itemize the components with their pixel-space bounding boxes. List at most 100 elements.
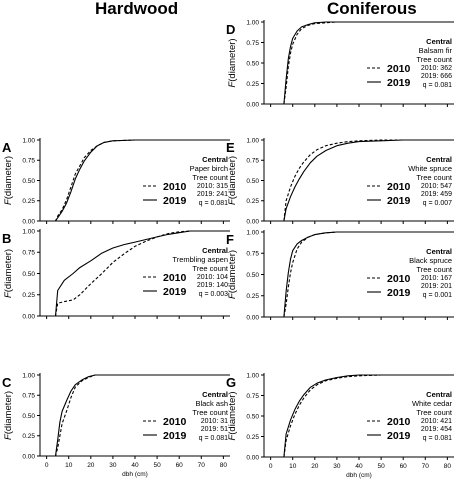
legend-label-2010: 2010 (163, 272, 187, 284)
y-tick-label: 1.00 (246, 137, 259, 144)
legend-label-2019: 2019 (387, 77, 411, 89)
x-tick-label: 10 (65, 462, 73, 469)
panel-b: 0.000.250.500.751.00F(diameter)BCentralT… (2, 228, 230, 320)
series-line-2019 (264, 21, 454, 105)
series-line-2019 (264, 231, 454, 318)
y-tick-label: 0.25 (22, 198, 35, 205)
x-tick-label: 0 (45, 462, 49, 469)
tree-count-2010: 2010: 547 (421, 183, 452, 190)
tree-count-title: Tree count (416, 55, 452, 64)
x-tick-label: 50 (153, 462, 161, 469)
panel-g: 0.00 0.25 0.50 0.75 1.00 0 10 20 30 40 50 60 70 80 dbh… (226, 372, 454, 479)
legend-label-2019: 2019 (163, 286, 187, 298)
legend-label-2019: 2019 (387, 195, 411, 207)
legend-label-2010: 2010 (163, 181, 187, 193)
y-tick-label: 0.75 (246, 158, 259, 165)
tree-count-title: Tree count (416, 265, 452, 274)
panel-f: 0.00 0.25 0.50 0.75 1.00 F(diameter) F CentralB… (226, 229, 454, 321)
tree-count-2019: 2019: 140 (197, 282, 228, 289)
x-tick-label: 70 (198, 462, 206, 469)
legend-label-2019: 2019 (387, 430, 411, 442)
tree-count-2010: 2010: 167 (421, 275, 452, 282)
y-tick-label: 0.25 (246, 81, 259, 88)
tree-count-2010: 2010: 315 (197, 183, 228, 190)
panel-a: 0.00 0.25 0.50 0.75 1.00 F(diameter)A CentralP… (2, 137, 230, 225)
legend-label-2010: 2010 (387, 63, 411, 75)
y-axis-label: F(diameter) (227, 156, 238, 205)
x-tick-label: 20 (87, 462, 95, 469)
y-tick-label: 0.75 (246, 393, 259, 400)
tree-count-2019: 2019: 51 (201, 426, 228, 433)
panel-e: 0.00 0.25 0.50 0.75 1.00 F(diameter)E CentralW… (226, 137, 454, 225)
y-axis-label: F(diameter) (227, 391, 238, 440)
legend-label-2010: 2010 (387, 181, 411, 193)
y-tick-label: 0.75 (22, 393, 35, 400)
y-tick-label: 1.00 (22, 137, 35, 144)
y-tick-label: 0.75 (246, 40, 259, 47)
species-label: White spruce (408, 164, 452, 173)
panel-letter: E (226, 140, 235, 155)
x-tick-label: 30 (333, 463, 341, 470)
y-tick-label: 0.00 (22, 218, 35, 225)
y-tick-label: 0.25 (22, 292, 35, 299)
x-tick-label: 40 (131, 462, 139, 469)
y-tick-label: 0.25 (246, 293, 259, 300)
panel-letter: G (226, 375, 236, 390)
y-tick-label: 0.50 (246, 413, 259, 420)
y-tick-label: 0.25 (246, 198, 259, 205)
y-tick-label: 0.50 (246, 272, 259, 279)
x-axis-label: dbh (cm) (346, 472, 372, 479)
tree-count-title: Tree count (192, 408, 228, 417)
tree-count-title: Tree count (416, 173, 452, 182)
region-label: Central (426, 37, 452, 46)
region-label: Central (426, 390, 452, 399)
y-tick-label: 1.00 (22, 372, 35, 379)
tree-count-2019: 2019: 459 (421, 191, 452, 198)
q-statistic: q = 0.081 (423, 435, 452, 442)
panel-letter: C (2, 375, 12, 390)
tree-count-2019: 2019: 201 (421, 283, 452, 290)
y-tick-label: 0.00 (246, 454, 259, 461)
x-tick-label: 70 (422, 463, 430, 470)
y-tick-label: 0.50 (246, 178, 259, 185)
series-line-2019 (264, 139, 454, 222)
series-line-2010 (264, 139, 454, 222)
tree-count-2019: 2019: 454 (421, 426, 452, 433)
tree-count-2019: 2019: 241 (197, 191, 228, 198)
species-label: Black ash (195, 399, 228, 408)
legend-label-2019: 2019 (387, 287, 411, 299)
legend-label-2019: 2019 (163, 195, 187, 207)
x-tick-label: 80 (444, 463, 452, 470)
species-label: Paper birch (190, 164, 228, 173)
tree-count-2019: 2019: 666 (421, 73, 452, 80)
y-tick-label: 0.75 (246, 251, 259, 258)
y-axis-label: F(diameter) (227, 250, 238, 299)
x-tick-label: 60 (176, 462, 184, 469)
q-statistic: q = 0.003 (199, 291, 228, 298)
y-axis-label: F(diameter) (3, 249, 14, 298)
y-axis-label: F(diameter) (3, 391, 14, 440)
tree-count-title: Tree count (416, 408, 452, 417)
region-label: Central (426, 247, 452, 256)
y-tick-label: 0.50 (246, 60, 259, 67)
coniferous-column-title: Coniferous (327, 0, 417, 18)
series-line-2019 (264, 374, 454, 458)
y-tick-label: 0.50 (22, 178, 35, 185)
y-tick-label: 0.00 (22, 313, 35, 320)
tree-count-title: Tree count (192, 173, 228, 182)
region-label: Central (202, 390, 228, 399)
x-axis-label: dbh (cm) (122, 471, 148, 478)
y-tick-label: 0.00 (246, 101, 259, 108)
panel-letter: B (2, 231, 11, 246)
y-tick-label: 1.00 (246, 229, 259, 236)
tree-count-2010: 2010: 421 (421, 418, 452, 425)
panel-d: 0.00 0.25 0.50 0.75 1.00 F(diameter)D CentralB… (226, 19, 454, 108)
y-tick-label: 1.00 (22, 228, 35, 235)
hardwood-column-title: Hardwood (95, 0, 179, 18)
x-tick-label: 0 (269, 463, 273, 470)
y-tick-label: 0.75 (22, 250, 35, 257)
y-tick-label: 0.75 (22, 158, 35, 165)
q-statistic: q = 0.081 (199, 435, 228, 442)
x-tick-label: 80 (220, 462, 228, 469)
